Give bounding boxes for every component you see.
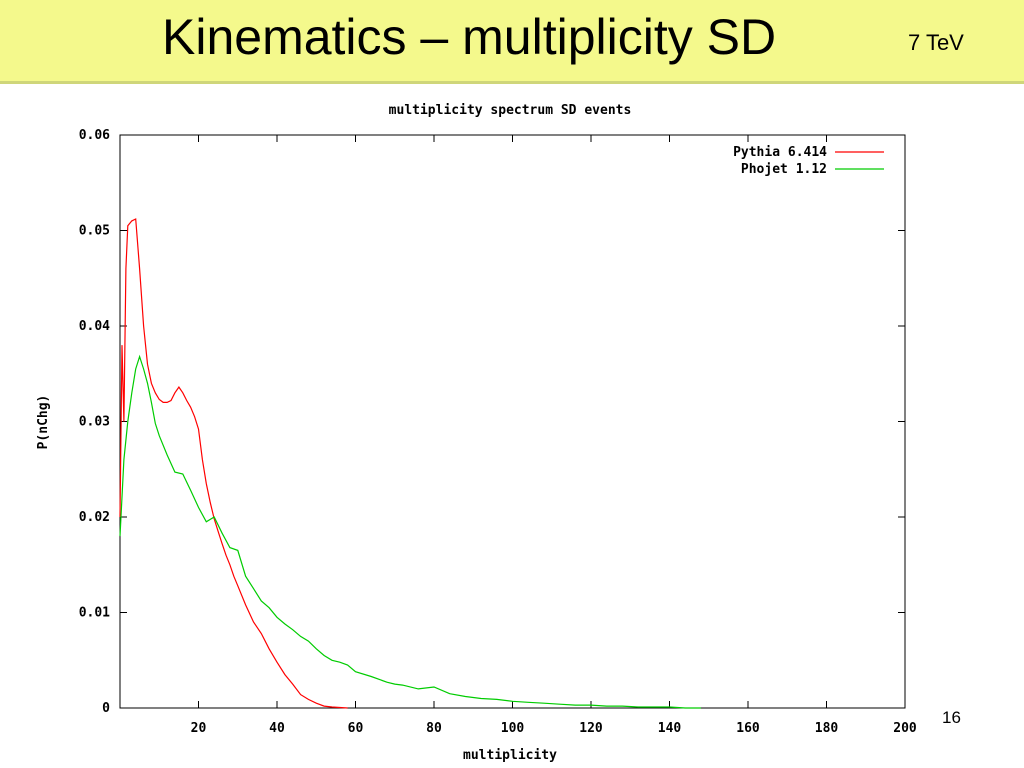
y-axis: 0 0.01 0.02 0.03 0.04 0.05 0.06 (79, 128, 905, 716)
y-tick-label: 0.01 (79, 606, 110, 621)
legend-label-pythia: Pythia 6.414 (733, 145, 827, 160)
legend: Pythia 6.414 Phojet 1.12 (733, 145, 884, 177)
x-tick-label: 120 (579, 721, 603, 736)
x-tick-label: 200 (893, 721, 917, 736)
x-tick-label: 140 (658, 721, 682, 736)
page-number: 16 (942, 708, 961, 727)
chart-title: multiplicity spectrum SD events (389, 103, 632, 118)
y-tick-label: 0.05 (79, 224, 110, 239)
x-tick-label: 100 (501, 721, 525, 736)
y-tick-label: 0.03 (79, 415, 110, 430)
slide-title: Kinematics – multiplicity SD (162, 9, 777, 65)
plot-frame (119, 134, 906, 709)
y-axis-label: P(nChg) (36, 395, 51, 450)
series-line-phojet (119, 354, 701, 709)
x-tick-label: 180 (815, 721, 839, 736)
energy-label: 7 TeV (908, 30, 964, 55)
title-bar (0, 0, 1024, 84)
x-tick-label: 80 (426, 721, 442, 736)
x-tick-label: 40 (269, 721, 285, 736)
x-axis: 20 40 60 80 100 120 140 160 180 200 (191, 135, 917, 736)
x-tick-label: 60 (348, 721, 364, 736)
y-tick-label: 0.02 (79, 510, 110, 525)
y-tick-label: 0.06 (79, 128, 110, 143)
series-line-pythia (119, 218, 348, 709)
series-lines (119, 218, 701, 709)
x-tick-label: 20 (191, 721, 207, 736)
legend-label-phojet: Phojet 1.12 (741, 162, 827, 177)
x-tick-label: 160 (736, 721, 760, 736)
x-axis-label: multiplicity (463, 748, 557, 763)
y-tick-label: 0 (102, 701, 110, 716)
y-tick-label: 0.04 (79, 319, 110, 334)
